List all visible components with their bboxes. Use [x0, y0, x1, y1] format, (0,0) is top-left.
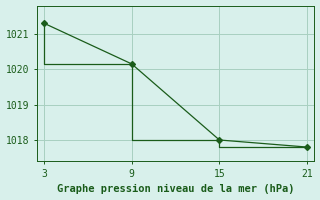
X-axis label: Graphe pression niveau de la mer (hPa): Graphe pression niveau de la mer (hPa): [57, 184, 294, 194]
